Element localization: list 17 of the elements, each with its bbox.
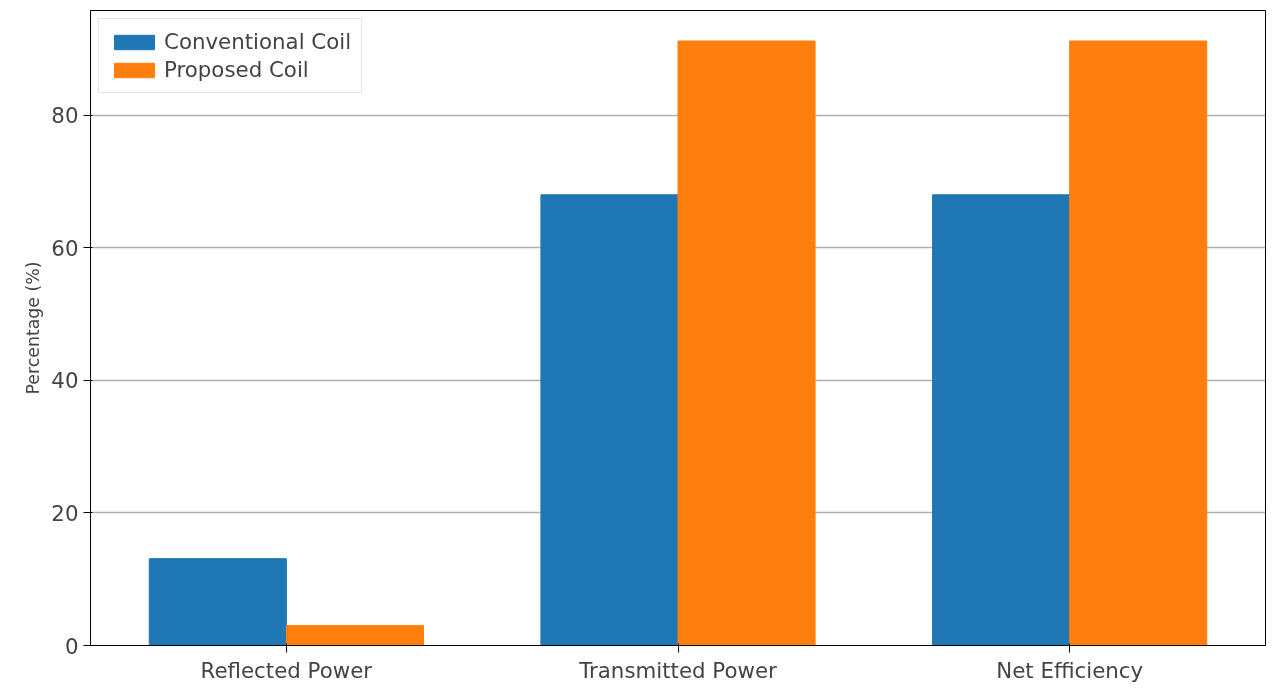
y-axis-title: Percentage (%): [23, 261, 44, 395]
x-tick-label: Reflected Power: [200, 657, 373, 683]
legend-label: Conventional Coil: [164, 29, 352, 54]
bar: [932, 194, 1071, 646]
bar: [148, 558, 287, 646]
y-tick-label: 60: [51, 235, 79, 261]
x-tick-label: Net Efficiency: [996, 657, 1144, 683]
bar: [677, 40, 816, 646]
bar: [1069, 40, 1208, 646]
bar: [540, 194, 679, 646]
bar: [285, 625, 424, 646]
y-tick-label: 80: [51, 103, 79, 129]
legend-label: Proposed Coil: [164, 57, 309, 82]
y-tick-label: 20: [51, 500, 79, 526]
y-tick-label: 40: [51, 368, 79, 394]
y-tick-label: 0: [64, 633, 79, 659]
x-tick-label: Transmitted Power: [578, 657, 778, 683]
